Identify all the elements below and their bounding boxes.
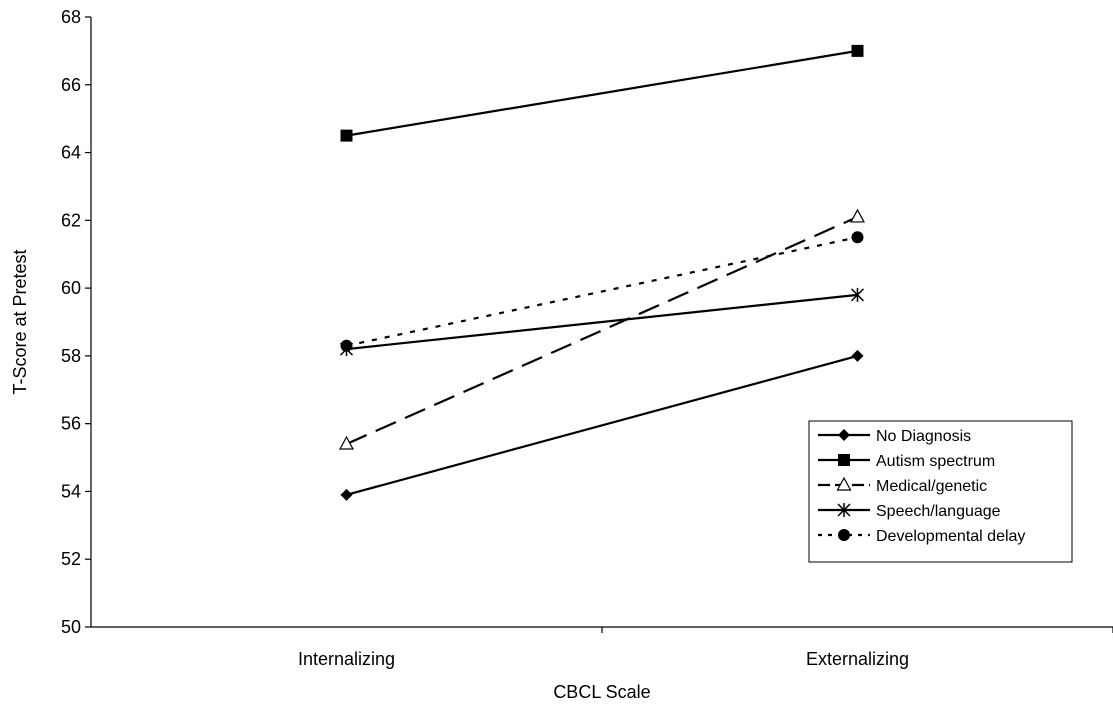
legend-box bbox=[808, 420, 1073, 563]
y-axis-title: T-Score at Pretest bbox=[10, 249, 30, 394]
legend-label: Medical/genetic bbox=[876, 478, 987, 495]
legend-label: Speech/language bbox=[876, 503, 1001, 520]
legend-marker bbox=[837, 503, 851, 517]
legend: No Diagnosis Autism spectrum Medical/genet… bbox=[808, 420, 1073, 563]
legend-marker bbox=[838, 454, 850, 466]
series-layer bbox=[338, 44, 866, 501]
legend-label: Autism spectrum bbox=[876, 453, 995, 470]
series-line bbox=[346, 49, 858, 137]
legend-item: Developmental delay bbox=[818, 528, 1025, 545]
y-tick-label: 64 bbox=[61, 143, 81, 163]
x-ticks: Internalizing Externalizing bbox=[298, 627, 1113, 669]
legend-label: Developmental delay bbox=[876, 528, 1025, 545]
data-point bbox=[340, 129, 353, 142]
legend-marker bbox=[838, 529, 850, 541]
series-1 bbox=[340, 44, 864, 142]
legend-item: Medical/genetic bbox=[818, 476, 987, 495]
data-point bbox=[340, 339, 353, 352]
legend-item: Speech/language bbox=[818, 503, 1001, 520]
legend-label: No Diagnosis bbox=[876, 428, 971, 445]
data-point bbox=[851, 231, 864, 244]
series-3 bbox=[339, 287, 865, 357]
x-tick-label: Internalizing bbox=[298, 649, 395, 669]
legend-marker bbox=[838, 429, 850, 441]
x-tick-label: Externalizing bbox=[806, 649, 909, 669]
y-tick-label: 52 bbox=[61, 549, 81, 569]
series-line bbox=[346, 293, 858, 351]
y-tick-label: 50 bbox=[61, 617, 81, 637]
series-4 bbox=[340, 231, 864, 352]
data-point bbox=[338, 435, 355, 450]
y-ticks: 50 52 54 56 58 60 62 64 66 68 bbox=[61, 7, 91, 637]
legend-marker bbox=[836, 476, 852, 491]
y-tick-label: 66 bbox=[61, 75, 81, 95]
data-point bbox=[340, 488, 353, 501]
legend-item: Autism spectrum bbox=[818, 453, 995, 470]
data-point bbox=[851, 349, 864, 362]
data-point bbox=[849, 208, 866, 223]
y-tick-label: 60 bbox=[61, 278, 81, 298]
series-line bbox=[346, 354, 858, 496]
series-0 bbox=[340, 349, 864, 501]
series-line bbox=[346, 236, 858, 347]
x-axis-title: CBCL Scale bbox=[553, 682, 650, 702]
legend-item: No Diagnosis bbox=[818, 428, 971, 445]
y-tick-label: 58 bbox=[61, 346, 81, 366]
y-tick-label: 68 bbox=[61, 7, 81, 27]
data-point bbox=[850, 287, 865, 302]
data-point bbox=[851, 44, 864, 57]
series-2 bbox=[338, 208, 866, 450]
series-line bbox=[346, 215, 858, 446]
y-tick-label: 56 bbox=[61, 414, 81, 434]
y-tick-label: 54 bbox=[61, 481, 81, 501]
y-tick-label: 62 bbox=[61, 210, 81, 230]
